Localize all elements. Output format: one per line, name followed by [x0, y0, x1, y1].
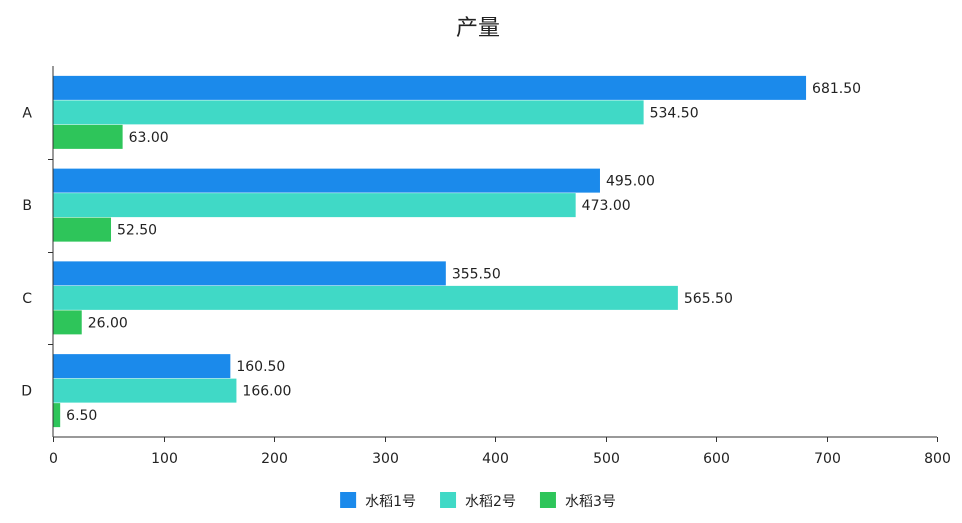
bar	[53, 354, 231, 379]
x-tick-label: 700	[814, 451, 841, 467]
legend-item[interactable]: 水稻2号	[440, 492, 516, 510]
y-category-label: D	[21, 384, 32, 400]
x-tick-label: 600	[703, 451, 730, 467]
bar	[53, 403, 61, 428]
bar-value-label: 681.50	[812, 81, 861, 97]
x-tick-label: 200	[261, 451, 288, 467]
bar	[53, 100, 644, 125]
y-category-label: C	[22, 291, 32, 307]
bar-value-label: 565.50	[684, 291, 733, 307]
bar-value-label: 160.50	[236, 359, 285, 375]
legend-swatch	[340, 492, 357, 508]
bar-value-label: 6.50	[66, 408, 97, 424]
bar	[53, 378, 237, 403]
x-tick-label: 500	[593, 451, 620, 467]
bar-value-label: 63.00	[129, 130, 169, 146]
legend-label: 水稻3号	[565, 494, 616, 510]
bar-value-label: 495.00	[606, 174, 655, 190]
legend-label: 水稻2号	[465, 494, 516, 510]
chart-title: 产量	[456, 16, 500, 41]
plot-area: 0 100 200 300 400 500 600 700 800 A 681.50 534.50 63…	[21, 66, 951, 467]
x-tick-label: 400	[482, 451, 509, 467]
bar	[53, 285, 678, 310]
legend-swatch	[539, 492, 556, 508]
bar	[53, 124, 123, 149]
x-tick-label: 800	[924, 451, 951, 467]
legend-label: 水稻1号	[365, 494, 416, 510]
x-tick-label: 300	[372, 451, 399, 467]
bar	[53, 75, 807, 100]
x-tick-label: 100	[151, 451, 178, 467]
bar-value-label: 52.50	[117, 223, 157, 239]
legend: 水稻1号 水稻2号 水稻3号	[340, 492, 616, 510]
bar	[53, 217, 112, 242]
bar	[53, 193, 576, 218]
bar-value-label: 534.50	[650, 105, 699, 121]
bar	[53, 168, 600, 193]
bar-value-label: 355.50	[452, 266, 501, 282]
bar-value-label: 26.00	[88, 315, 128, 331]
legend-item[interactable]: 水稻1号	[340, 492, 416, 510]
y-category-label: A	[22, 105, 32, 121]
bar	[53, 310, 82, 335]
bar-value-label: 166.00	[242, 384, 291, 400]
bar-value-label: 473.00	[582, 198, 631, 214]
x-tick-label: 0	[49, 451, 58, 467]
legend-swatch	[440, 492, 457, 508]
bar	[53, 261, 446, 286]
y-category-label: B	[22, 198, 32, 214]
legend-item[interactable]: 水稻3号	[539, 492, 616, 510]
